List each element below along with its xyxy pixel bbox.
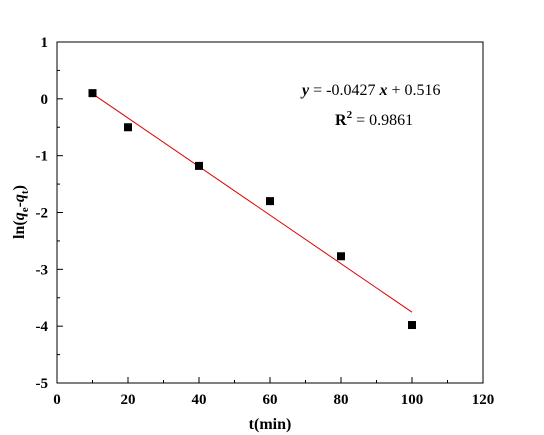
fit-equation: y = -0.0427 x + 0.516 xyxy=(300,82,441,99)
y-tick-label: -5 xyxy=(36,376,49,392)
axis-ticks xyxy=(56,41,484,384)
y-tick-label: 0 xyxy=(41,92,49,108)
x-tick-label: 100 xyxy=(401,392,424,408)
r-squared: R2 = 0.9861 xyxy=(335,109,413,129)
x-tick-label: 20 xyxy=(121,392,136,408)
equation-x: x xyxy=(378,82,387,99)
r2-r: R xyxy=(335,112,347,129)
y-axis-title: ln(qe-qt) xyxy=(11,185,31,239)
data-point xyxy=(88,89,97,98)
r2-sup: 2 xyxy=(347,109,353,121)
x-tick-label: 60 xyxy=(263,392,278,408)
equation-rest: + 0.516 xyxy=(387,82,440,99)
data-point xyxy=(408,321,416,330)
y-tick-label: -4 xyxy=(36,319,49,335)
equation-eq: = -0.0427 xyxy=(309,82,379,99)
y-tick-label: -3 xyxy=(36,262,49,278)
y-tick-label: -1 xyxy=(36,149,49,165)
data-point xyxy=(195,161,203,170)
r2-value: = 0.9861 xyxy=(352,112,413,129)
y-tick-label: 1 xyxy=(41,35,49,51)
x-axis-title: t(min) xyxy=(249,416,292,433)
equation-y: y xyxy=(300,82,310,99)
y-tick-label: -2 xyxy=(36,206,49,222)
x-tick-label: 0 xyxy=(53,392,61,408)
axis-tick-labels: 0 20 40 60 80 100 120 1 0 -1 -2 -3 -4 -5 xyxy=(36,35,495,408)
data-point xyxy=(124,123,132,132)
x-tick-label: 120 xyxy=(472,392,495,408)
data-points xyxy=(88,89,416,330)
data-point xyxy=(337,252,345,261)
x-tick-label: 80 xyxy=(334,392,349,408)
fit-line xyxy=(92,93,413,313)
x-tick-label: 40 xyxy=(192,392,207,408)
data-point xyxy=(266,197,274,206)
